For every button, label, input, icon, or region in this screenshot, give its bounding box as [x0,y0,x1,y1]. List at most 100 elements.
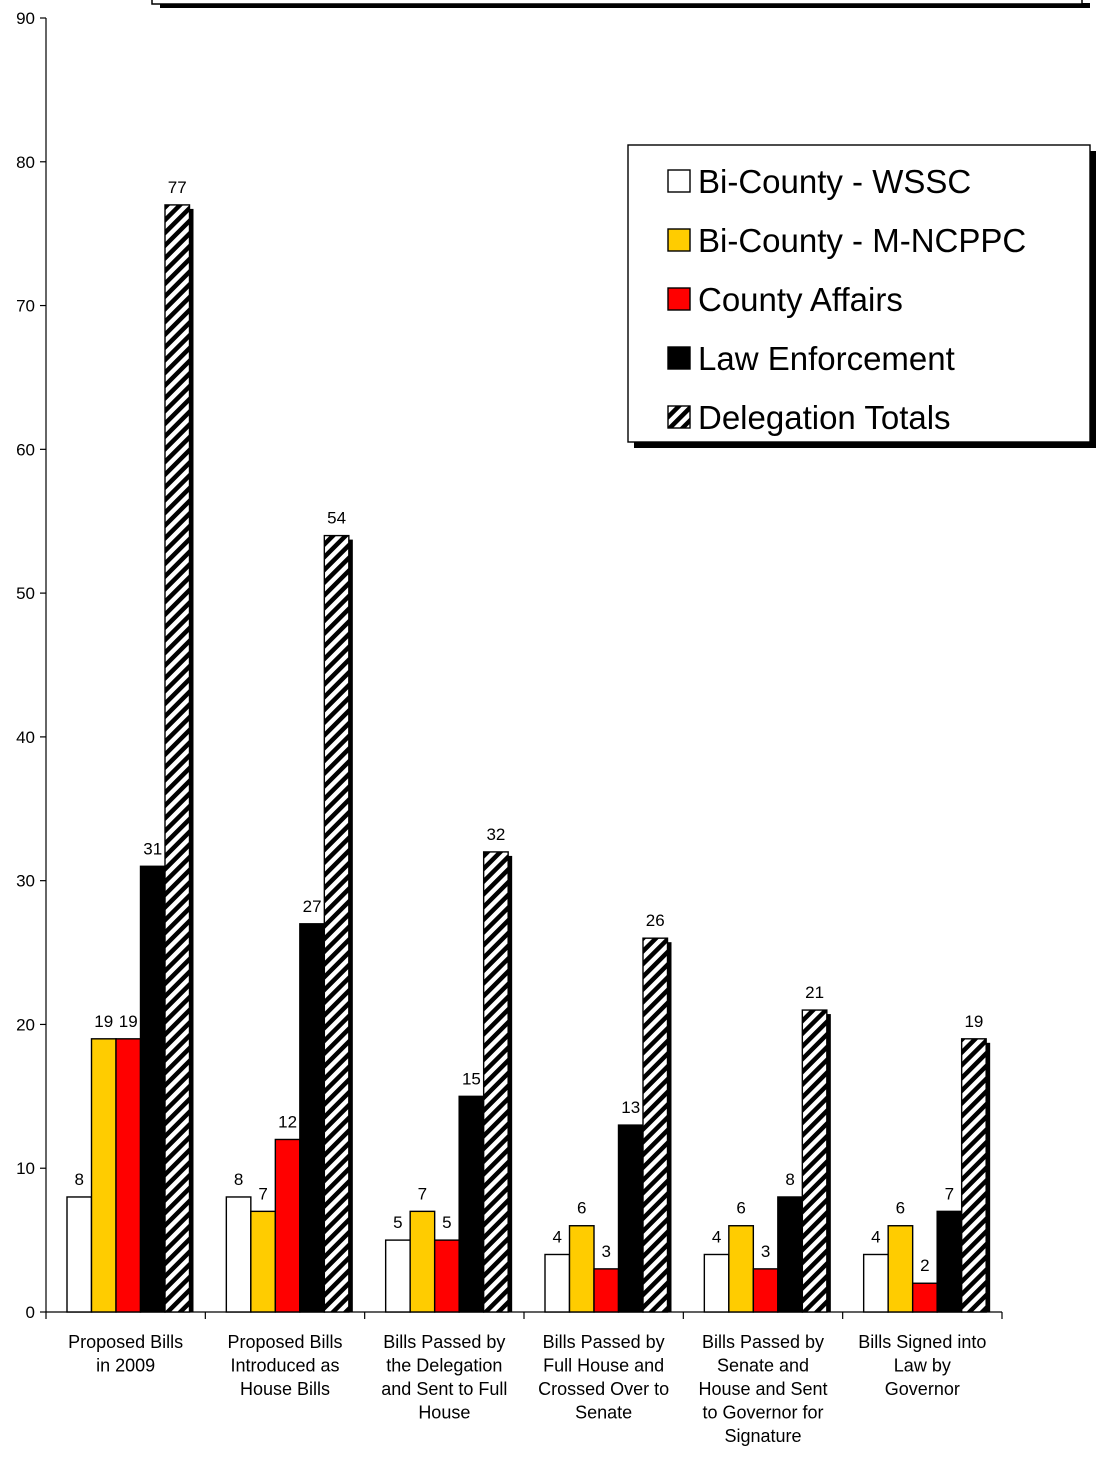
y-tick-label: 20 [16,1015,35,1034]
bar [323,534,350,1313]
bar [482,851,509,1313]
bar [862,1253,889,1313]
bar [887,1225,914,1313]
bar [225,1196,252,1313]
bar [66,1196,93,1313]
data-label: 77 [168,178,187,197]
data-label: 7 [258,1184,267,1203]
legend-swatch [667,405,691,429]
bar [568,1225,595,1313]
bar [936,1210,963,1313]
x-category-label: Proposed Bills Introduced as House Bills [227,1332,342,1399]
data-label: 13 [621,1098,640,1117]
x-category-label: Bills Passed by Senate and House and Sent t… [698,1332,827,1446]
x-category-label-line: Senate [575,1403,632,1423]
data-label: 6 [736,1199,745,1218]
bar [703,1253,730,1313]
bar [642,937,669,1313]
y-tick-label: 80 [16,153,35,172]
bar [752,1268,779,1313]
x-category-label-line: Proposed Bills [68,1332,183,1352]
bar [139,865,166,1313]
data-label: 26 [646,911,665,930]
data-label: 4 [871,1227,880,1246]
data-label: 27 [303,897,322,916]
data-label: 5 [393,1213,402,1232]
bar [384,1239,411,1313]
bar [250,1210,277,1313]
bar [911,1282,938,1313]
x-category-label-line: Bills Signed into [858,1332,986,1352]
bars [66,204,991,1313]
bar [960,1038,987,1313]
bar [433,1239,460,1313]
x-category-label-line: to Governor for [702,1403,823,1423]
y-tick-label: 40 [16,728,35,747]
data-label: 8 [785,1170,794,1189]
legend-swatch [667,287,691,311]
data-label: 3 [761,1242,770,1261]
data-label: 7 [945,1184,954,1203]
bar [164,204,191,1313]
x-category-label-line: House Bills [240,1379,330,1399]
legend-label: Bi-County - M-NCPPC [698,222,1026,259]
data-label: 8 [234,1170,243,1189]
y-tick-label: 0 [26,1303,35,1322]
legend-label: County Affairs [698,281,903,318]
legend-label: Delegation Totals [698,399,951,436]
x-category-label-line: Bills Passed by [383,1332,505,1352]
top-box-fragment [151,0,1090,8]
legend: Bi-County - WSSC Bi-County - M-NCPPC Count… [627,144,1096,448]
x-category-label: Bills Passed by the Delegation and Sent to… [381,1332,507,1423]
data-label: 31 [143,839,162,858]
data-label: 12 [278,1112,297,1131]
category-labels: Proposed Bills in 2009 Proposed Bills Intro… [68,1332,986,1446]
x-category-label-line: Full House and [543,1356,664,1376]
data-label: 8 [75,1170,84,1189]
x-category-label-line: and Sent to Full [381,1379,507,1399]
legend-swatch [667,346,691,370]
bar [593,1268,620,1313]
y-tick-label: 50 [16,584,35,603]
data-label: 15 [462,1069,481,1088]
data-labels: 819 1931778712275457515324631326463821462… [75,178,984,1275]
data-label: 7 [418,1184,427,1203]
x-category-label-line: Governor [885,1379,960,1399]
x-category-label-line: Proposed Bills [227,1332,342,1352]
data-label: 19 [94,1012,113,1031]
bar [728,1225,755,1313]
x-category-label: Bills Signed into Law by Governor [858,1332,986,1399]
bar [90,1038,117,1313]
x-category-label-line: in 2009 [96,1356,155,1376]
bar [274,1138,301,1313]
y-tick-label: 30 [16,872,35,891]
x-category-label-line: Signature [724,1426,801,1446]
legend-label: Bi-County - WSSC [698,163,971,200]
axes: 0 10 20 30 40 50 60 70 80 90 [16,9,1003,1322]
x-category-label-line: House and Sent [698,1379,827,1399]
data-label: 3 [602,1242,611,1261]
y-tick-label: 70 [16,297,35,316]
x-category-label-line: Introduced as [230,1356,339,1376]
data-label: 6 [896,1199,905,1218]
legend-swatch [667,228,691,252]
bar [777,1196,804,1313]
data-label: 19 [964,1012,983,1031]
x-category-label-line: House [418,1403,470,1423]
data-label: 21 [805,983,824,1002]
y-tick-label: 10 [16,1159,35,1178]
data-label: 4 [712,1227,721,1246]
data-label: 5 [442,1213,451,1232]
legend-swatch [667,169,691,193]
x-category-label-line: Bills Passed by [543,1332,665,1352]
data-label: 54 [327,509,346,528]
legend-box [627,144,1091,443]
y-tick-label: 60 [16,440,35,459]
y-tick-label: 90 [16,9,35,28]
x-category-label: Proposed Bills in 2009 [68,1332,183,1376]
data-label: 2 [920,1256,929,1275]
data-label: 4 [553,1227,562,1246]
bar [544,1253,571,1313]
